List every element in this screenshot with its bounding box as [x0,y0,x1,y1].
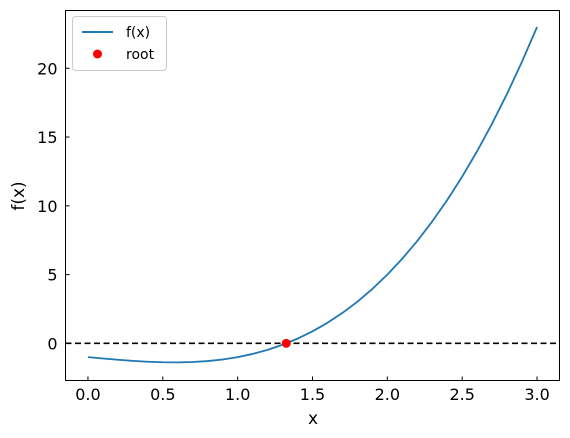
y-tick-label: 0 [47,334,57,353]
y-tick-label: 20 [37,59,57,78]
y-axis-label: f(x) [9,181,29,210]
x-tick-label: 1.0 [225,385,250,404]
legend-root-swatch [93,49,102,59]
series-fx-line [87,26,538,364]
x-tick-label: 2.0 [375,385,400,404]
x-tick-label: 2.5 [449,385,474,404]
x-axis-label: x [308,409,318,429]
root-point [281,338,291,348]
axes: 0.0 0.5 1.0 1.5 2.0 2.5 3.0 0 5 10 15 20 [37,59,550,404]
legend-fx-label: f(x) [126,25,150,41]
legend: f(x) root [72,16,167,71]
x-tick-label: 0.0 [75,385,100,404]
plot-area [65,26,560,364]
y-tick-label: 5 [47,266,57,285]
legend-root-label: root [126,47,155,63]
y-tick-label: 15 [37,128,57,147]
x-tick-label: 1.5 [300,385,325,404]
x-tick-label: 0.5 [150,385,175,404]
y-tick-label: 10 [37,197,57,216]
x-tick-label: 3.0 [524,385,549,404]
